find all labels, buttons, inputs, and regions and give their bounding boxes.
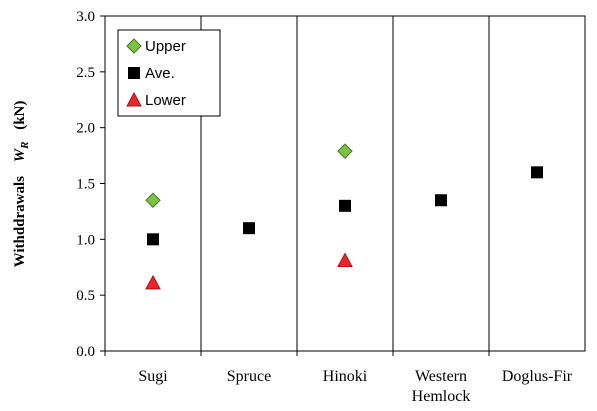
data-points	[145, 143, 543, 290]
y-tick-label: 3.0	[76, 9, 95, 25]
legend-label: Upper	[145, 38, 186, 55]
point-upper-sugi	[145, 192, 161, 208]
legend-marker-lower	[126, 91, 142, 107]
y-axis-label: Withddrawals WR (kN)	[12, 101, 32, 268]
x-category-label: Spruce	[227, 368, 271, 385]
point-ave-hinoki	[339, 199, 351, 212]
point-ave-doglus-fir	[531, 166, 543, 179]
y-tick-label: 0.0	[76, 344, 95, 360]
y-tick-label: 2.0	[76, 121, 95, 137]
y-tick-label: 1.0	[76, 232, 95, 248]
y-axis-label-unit: (kN)	[12, 101, 28, 130]
point-upper-hinoki	[337, 143, 353, 159]
y-tick-label: 0.5	[76, 288, 95, 304]
legend-marker-ave	[128, 67, 140, 79]
x-category-label: Sugi	[138, 368, 168, 385]
legend: Upper Ave. Lower	[117, 29, 221, 117]
y-axis-label-symbol: W	[12, 147, 28, 162]
legend-marker-upper	[126, 38, 142, 54]
x-category-label: Doglus-Fir	[502, 368, 573, 385]
y-tick-label: 1.5	[76, 177, 95, 193]
point-lower-hinoki	[337, 252, 353, 268]
point-lower-sugi	[145, 274, 161, 290]
point-ave-sugi	[147, 233, 159, 246]
legend-label: Lower	[145, 92, 186, 109]
legend-label: Ave.	[145, 65, 175, 82]
x-axis-categories: Sugi Spruce Hinoki Western Hemlock Doglus-Fir	[104, 351, 573, 405]
y-axis-label-subscript: R	[19, 142, 31, 150]
x-category-label: Hinoki	[323, 368, 368, 385]
point-ave-western-hemlock	[435, 194, 447, 207]
y-axis-label-prefix: Withddrawals	[12, 176, 28, 268]
x-category-label: Western Hemlock	[412, 368, 471, 405]
y-tick-label: 2.5	[76, 65, 95, 81]
point-ave-spruce	[243, 222, 255, 235]
y-axis-ticks: 0.0 0.5 1.0 1.5 2.0 2.5 3.0	[76, 9, 105, 360]
